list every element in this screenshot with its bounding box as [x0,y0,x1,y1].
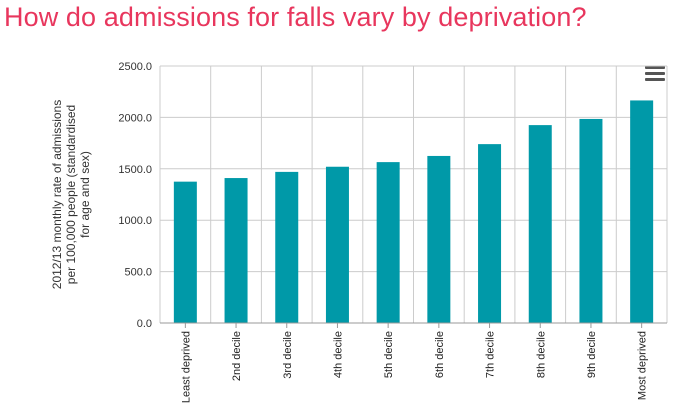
bar[interactable] [173,181,197,323]
y-tick-label: 2500.0 [118,61,152,73]
bar[interactable] [478,144,502,323]
x-tick-label: 9th decile [586,331,598,378]
bar[interactable] [630,100,654,323]
bar[interactable] [528,125,552,323]
y-tick-label: 500.0 [124,267,152,279]
y-axis-title: per 100,000 people (standardised [64,105,78,284]
x-tick-label: Least deprived [180,331,192,403]
y-axis-title: for age and sex) [78,151,92,238]
x-tick-label: 7th decile [485,331,497,378]
x-tick-label: 5th decile [383,331,395,378]
bar[interactable] [325,166,349,323]
bar[interactable] [427,155,451,323]
y-tick-label: 0.0 [137,318,152,330]
hamburger-menu-icon[interactable] [645,66,665,84]
x-tick-label: 3rd decile [282,331,294,379]
y-tick-label: 1500.0 [118,164,152,176]
bar[interactable] [275,171,299,323]
bar[interactable] [376,162,400,323]
bar[interactable] [579,118,603,323]
y-tick-label: 2000.0 [118,112,152,124]
bar[interactable] [224,178,248,323]
y-tick-label: 1000.0 [118,215,152,227]
x-tick-label: Most deprived [637,331,649,400]
chart-labels: 0.0 500.0 1000.0 1500.0 2000.0 2500.0 Least de… [50,61,649,403]
x-tick-label: 2nd decile [231,331,243,381]
chart-bars [173,100,654,323]
y-axis-title: 2012/13 monthly rate of admissions [50,100,64,289]
page-title: How do admissions for falls vary by depr… [4,2,587,32]
chart-axes [160,322,667,328]
x-tick-label: 4th decile [332,331,344,378]
x-tick-label: 8th decile [535,331,547,378]
x-tick-label: 6th decile [434,331,446,378]
